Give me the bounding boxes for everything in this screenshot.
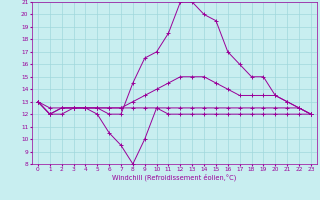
X-axis label: Windchill (Refroidissement éolien,°C): Windchill (Refroidissement éolien,°C): [112, 174, 236, 181]
